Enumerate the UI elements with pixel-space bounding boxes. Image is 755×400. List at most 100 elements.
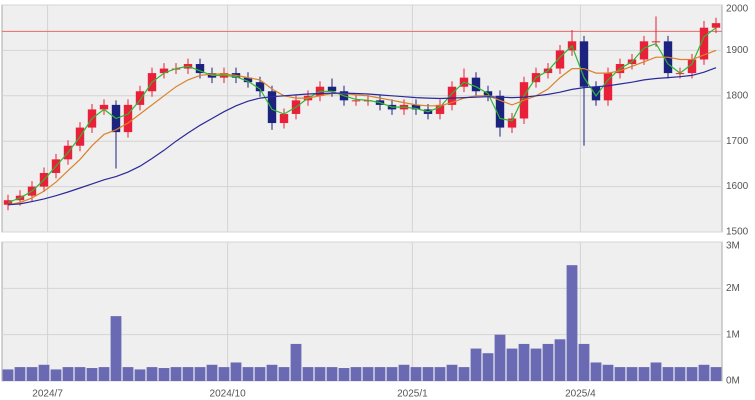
volume-bar	[422, 367, 434, 381]
x-tick-label: 2025/1	[397, 389, 428, 400]
candle-body	[555, 50, 565, 69]
volume-bar	[626, 367, 638, 381]
volume-bar	[674, 367, 686, 381]
volume-bar	[26, 367, 38, 381]
volume-bar	[338, 368, 350, 381]
candle-body	[699, 27, 709, 60]
volume-bar	[602, 364, 614, 381]
candle-body	[495, 95, 505, 128]
volume-bar	[374, 367, 386, 381]
volume-bar	[98, 367, 110, 381]
volume-bar	[74, 367, 86, 381]
candle-body	[711, 23, 721, 28]
volume-bar	[14, 367, 26, 381]
candle-body	[507, 118, 517, 128]
volume-bar	[50, 369, 62, 381]
x-tick-label: 2024/7	[32, 389, 63, 400]
candle-body	[195, 64, 205, 74]
volume-bar	[170, 367, 182, 381]
volume-bar	[650, 362, 662, 381]
volume-bar	[278, 367, 290, 381]
volume-bar	[326, 367, 338, 381]
volume-bar	[158, 368, 170, 381]
volume-bar	[614, 367, 626, 381]
volume-bar	[410, 367, 422, 381]
volume-bar	[194, 367, 206, 381]
volume-bar	[266, 364, 278, 381]
candle-body	[411, 104, 421, 110]
volume-bar	[62, 367, 74, 381]
candle-body	[603, 73, 613, 101]
y-tick-label: 2000	[726, 4, 749, 15]
volume-bar	[350, 367, 362, 381]
candle-body	[687, 59, 697, 74]
candle-body	[327, 86, 337, 92]
volume-bar	[518, 343, 530, 381]
volume-bar	[434, 367, 446, 381]
x-tick-label: 2025/4	[565, 389, 596, 400]
candle-body	[99, 104, 109, 110]
volume-bar	[218, 367, 230, 381]
candle-body	[651, 41, 661, 43]
volume-bar	[554, 339, 566, 381]
y-tick-label: 1700	[726, 136, 749, 147]
candle-body	[351, 100, 361, 102]
volume-bar	[110, 316, 122, 381]
y-tick-label: 0M	[726, 376, 740, 387]
candle-body	[639, 41, 649, 60]
volume-bar	[530, 348, 542, 381]
volume-bar	[386, 367, 398, 381]
candle-body	[159, 68, 169, 74]
volume-bar	[362, 367, 374, 381]
volume-bar	[290, 343, 302, 381]
volume-bar	[86, 368, 98, 381]
volume-bar	[38, 364, 50, 381]
volume-bar	[242, 367, 254, 381]
volume-bar	[470, 348, 482, 381]
volume-bar	[146, 367, 158, 381]
candle-body	[123, 104, 133, 133]
volume-bar	[230, 362, 242, 381]
volume-bar	[122, 367, 134, 381]
candle-body	[255, 82, 265, 92]
y-tick-label: 1900	[726, 45, 749, 56]
volume-bar	[686, 367, 698, 381]
volume-bar	[206, 364, 218, 381]
candle-body	[435, 104, 445, 114]
price-panel	[1, 4, 723, 233]
volume-bar	[494, 334, 506, 381]
volume-bar	[134, 369, 146, 381]
moving-average-line	[7, 67, 717, 206]
candle-body	[135, 91, 145, 105]
volume-panel	[1, 241, 723, 382]
volume-bar	[542, 343, 554, 381]
volume-bar	[482, 353, 494, 381]
volume-bar	[458, 367, 470, 381]
candle-body	[243, 77, 253, 83]
volume-bar	[398, 364, 410, 381]
candle-body	[591, 86, 601, 101]
volume-bar	[662, 367, 674, 381]
y-tick-label: 1600	[726, 181, 749, 192]
moving-average-line	[7, 49, 717, 206]
candle-body	[447, 86, 457, 105]
y-tick-label: 1M	[726, 329, 740, 340]
candle-body	[267, 91, 277, 124]
volume-bar	[2, 369, 14, 381]
volume-bar	[638, 367, 650, 381]
volume-bar	[590, 362, 602, 381]
volume-bar	[566, 265, 578, 381]
volume-bar	[506, 348, 518, 381]
volume-bar	[182, 367, 194, 381]
y-tick-label: 1500	[726, 227, 749, 238]
volume-bar	[314, 367, 326, 381]
volume-bar	[254, 367, 266, 381]
volume-bar	[578, 343, 590, 381]
candle-body	[579, 41, 589, 87]
y-tick-label: 3M	[726, 241, 740, 252]
y-tick-label: 2M	[726, 283, 740, 294]
volume-bar	[710, 367, 722, 381]
volume-bar	[698, 364, 710, 381]
moving-average-line	[7, 27, 717, 204]
